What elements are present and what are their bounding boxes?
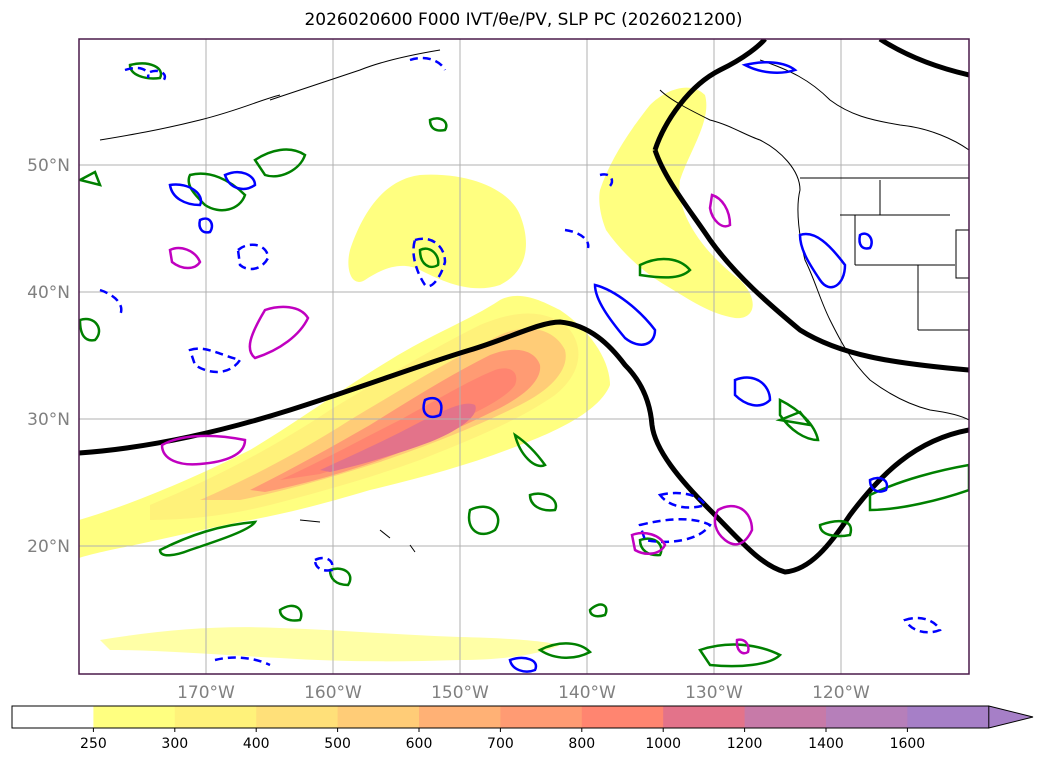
lon-label-160w: 160°W [304,683,362,703]
lat-label-30n: 30°N [27,410,70,430]
lon-label-140w: 140°W [558,683,616,703]
theta-e-contours [79,62,969,668]
colorbar-segment [337,706,420,728]
lon-label-120w: 120°W [812,683,870,703]
lat-label-20n: 20°N [27,537,70,557]
graticule [79,39,969,674]
lon-label-150w: 150°W [431,683,489,703]
colorbar-segment [256,706,339,728]
lat-label-50n: 50°N [27,156,70,176]
colorbar-tick-label: 600 [406,736,433,752]
colorbar-segment [826,706,908,728]
colorbar-segment [500,706,583,728]
colorbar-segment [93,706,176,728]
colorbar-extend-arrow [988,705,1034,729]
colorbar-segment [663,706,746,728]
lon-label-170w: 170°W [177,683,235,703]
colorbar-tick-label: 250 [80,736,107,752]
colorbar-segment [12,706,94,728]
map-frame [78,38,970,675]
colorbar-tick-label: 1200 [727,736,763,752]
colorbar-tick-label: 400 [243,736,270,752]
pv-highlight-contours [160,193,754,655]
map-title: 2026020600 F000 IVT/θe/PV, SLP PC (20260… [304,10,743,30]
colorbar-tick-label: 700 [487,736,514,752]
colorbar-segment [581,706,664,728]
pv-contours [99,56,942,673]
lon-label-130w: 130°W [685,683,743,703]
lon-labels: 170°W 160°W 150°W 140°W 130°W 120°W [177,683,870,703]
colorbar-segment [419,706,501,728]
colorbar-tick-label: 500 [324,736,351,752]
colorbar-tick-label: 1600 [890,736,926,752]
lat-label-40n: 40°N [27,283,70,303]
colorbar: 250 300 400 500 600 700 800 1000 1200 1400 1600 [11,705,1034,752]
colorbar-segment [907,706,990,728]
colorbar-tick-label: 800 [568,736,595,752]
colorbar-tick-label: 1000 [645,736,681,752]
colorbar-segment [174,706,257,728]
lat-labels: 50°N 40°N 30°N 20°N [27,156,70,557]
colorbar-tick-label: 300 [161,736,188,752]
colorbar-tick-label: 1400 [808,736,844,752]
coastlines [99,49,969,553]
slp-contours [79,39,969,575]
ivt-shading [79,87,753,662]
colorbar-segment [744,706,827,728]
